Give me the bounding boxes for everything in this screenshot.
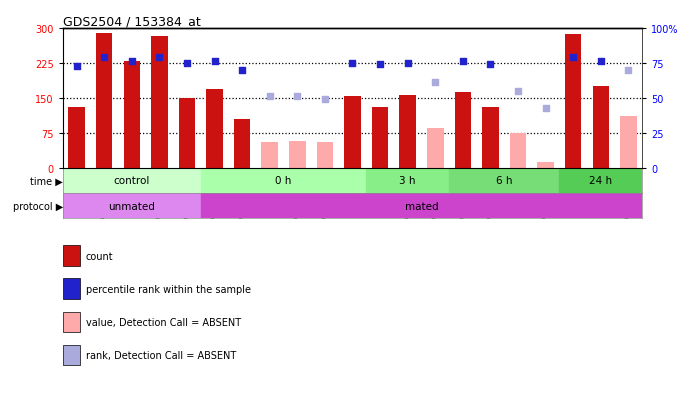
- Bar: [68, 108, 85, 168]
- Bar: [317, 142, 333, 168]
- Bar: [620, 117, 637, 168]
- Bar: [262, 142, 278, 168]
- Bar: [63, 194, 201, 219]
- Bar: [289, 142, 306, 168]
- Text: GSM112962: GSM112962: [376, 171, 385, 217]
- Text: control: control: [114, 176, 150, 186]
- Point: [347, 60, 358, 67]
- Bar: [559, 168, 642, 194]
- Point: [595, 59, 607, 66]
- Bar: [344, 97, 361, 168]
- Text: percentile rank within the sample: percentile rank within the sample: [86, 284, 251, 294]
- Text: GSM112931: GSM112931: [72, 171, 81, 217]
- Point: [126, 58, 138, 65]
- Bar: [565, 35, 581, 168]
- Text: GDS2504 / 153384_at: GDS2504 / 153384_at: [63, 15, 200, 28]
- Bar: [366, 168, 449, 194]
- Bar: [449, 168, 559, 194]
- Point: [98, 55, 110, 62]
- Point: [540, 105, 551, 112]
- Point: [402, 60, 413, 67]
- Point: [264, 94, 275, 100]
- Text: unmated: unmated: [108, 201, 155, 211]
- Text: GSM112967: GSM112967: [486, 171, 495, 217]
- Point: [375, 62, 386, 69]
- Bar: [96, 33, 112, 168]
- Bar: [234, 119, 251, 168]
- Point: [623, 67, 634, 74]
- Bar: [124, 62, 140, 168]
- Point: [154, 55, 165, 62]
- Bar: [201, 194, 642, 219]
- Text: 3 h: 3 h: [399, 176, 416, 186]
- Text: GSM112972: GSM112972: [596, 171, 605, 217]
- Point: [457, 59, 468, 66]
- Point: [430, 79, 441, 85]
- Text: count: count: [86, 251, 114, 261]
- Text: GSM112968: GSM112968: [514, 171, 523, 217]
- Point: [209, 59, 220, 66]
- Bar: [179, 99, 195, 168]
- Bar: [399, 96, 416, 168]
- Text: GSM112942: GSM112942: [127, 171, 136, 217]
- Text: GSM112947: GSM112947: [237, 171, 246, 217]
- Bar: [63, 168, 201, 194]
- Bar: [510, 133, 526, 168]
- Text: time ▶: time ▶: [30, 176, 63, 186]
- Point: [512, 88, 524, 95]
- Point: [319, 96, 330, 103]
- Point: [181, 60, 193, 67]
- Bar: [207, 90, 223, 168]
- Text: GSM112964: GSM112964: [431, 171, 440, 217]
- Text: GSM112935: GSM112935: [100, 171, 109, 217]
- Text: 6 h: 6 h: [496, 176, 512, 186]
- Text: GSM112948: GSM112948: [265, 171, 274, 217]
- Text: rank, Detection Call = ABSENT: rank, Detection Call = ABSENT: [86, 350, 236, 360]
- Text: mated: mated: [405, 201, 438, 211]
- Text: GSM112963: GSM112963: [403, 171, 412, 217]
- Text: GSM113345: GSM113345: [624, 171, 633, 217]
- Bar: [454, 93, 471, 168]
- Text: protocol ▶: protocol ▶: [13, 201, 63, 211]
- Point: [237, 67, 248, 74]
- Point: [71, 64, 82, 70]
- Text: 24 h: 24 h: [589, 176, 612, 186]
- Text: GSM112952: GSM112952: [348, 171, 357, 217]
- Bar: [482, 108, 498, 168]
- Bar: [201, 168, 366, 194]
- Text: GSM112945: GSM112945: [182, 171, 191, 217]
- Bar: [427, 129, 443, 168]
- Point: [292, 94, 303, 100]
- Text: GSM112943: GSM112943: [155, 171, 164, 217]
- Text: 0 h: 0 h: [275, 176, 292, 186]
- Text: GSM112970: GSM112970: [541, 171, 550, 217]
- Text: GSM112950: GSM112950: [320, 171, 329, 217]
- Text: GSM112971: GSM112971: [569, 171, 578, 217]
- Text: GSM112949: GSM112949: [293, 171, 302, 217]
- Bar: [372, 108, 388, 168]
- Text: value, Detection Call = ABSENT: value, Detection Call = ABSENT: [86, 317, 241, 327]
- Point: [485, 62, 496, 69]
- Bar: [593, 87, 609, 168]
- Bar: [151, 37, 168, 168]
- Text: GSM112965: GSM112965: [459, 171, 468, 217]
- Text: GSM112946: GSM112946: [210, 171, 219, 217]
- Point: [567, 55, 579, 62]
- Bar: [537, 162, 554, 168]
